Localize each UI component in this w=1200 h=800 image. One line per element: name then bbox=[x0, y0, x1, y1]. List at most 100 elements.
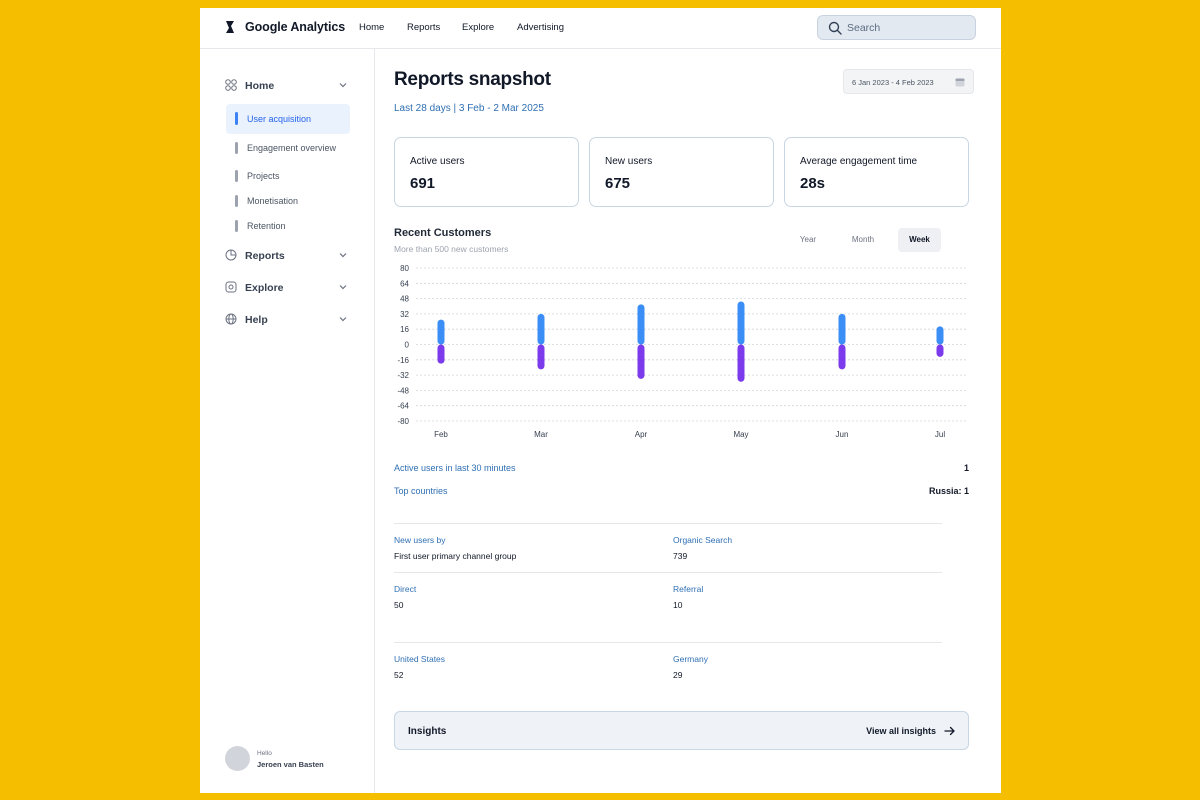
bar-negative[interactable] bbox=[437, 344, 445, 364]
divider bbox=[394, 523, 942, 524]
explore-icon bbox=[225, 281, 237, 293]
sidebar-item-label: Retention bbox=[247, 221, 286, 231]
item-indicator bbox=[235, 170, 238, 182]
stat-card-engagement-time[interactable]: Average engagement time 28s bbox=[784, 137, 969, 207]
insights-title: Insights bbox=[408, 726, 447, 737]
search-input[interactable] bbox=[847, 20, 969, 36]
bar-positive[interactable] bbox=[537, 313, 545, 345]
date-range-subtitle: Last 28 days | 3 Feb - 2 Mar 2025 bbox=[394, 103, 544, 114]
chevron-down-icon[interactable] bbox=[338, 282, 348, 292]
stat-card-active-users[interactable]: Active users 691 bbox=[394, 137, 579, 207]
x-tick-label: Jun bbox=[836, 430, 849, 439]
date-range-picker[interactable]: 6 Jan 2023 - 4 Feb 2023 bbox=[843, 69, 974, 94]
stat-label: Average engagement time bbox=[800, 156, 918, 167]
stat-card-new-users[interactable]: New users 675 bbox=[589, 137, 774, 207]
y-tick-label: 48 bbox=[400, 295, 409, 304]
bar-positive[interactable] bbox=[838, 313, 846, 345]
sidebar-item-user-acquisition[interactable]: User acquisition bbox=[226, 104, 350, 134]
sidebar-section-home[interactable]: Home bbox=[225, 77, 352, 95]
stat-value: 28s bbox=[800, 175, 826, 192]
active-indicator bbox=[235, 112, 238, 125]
avatar[interactable] bbox=[225, 746, 250, 771]
y-tick-label: -48 bbox=[397, 386, 409, 395]
sidebar-item-monetisation[interactable]: Monetisation bbox=[226, 190, 350, 212]
item-indicator bbox=[235, 142, 238, 154]
nav-explore[interactable]: Explore bbox=[462, 22, 495, 33]
country-germany-label[interactable]: Germany bbox=[673, 654, 708, 664]
x-tick-label: May bbox=[733, 430, 748, 439]
sidebar-item-label: Monetisation bbox=[247, 196, 299, 206]
referral-value: 10 bbox=[673, 600, 683, 610]
channel-group-label[interactable]: New users by bbox=[394, 535, 446, 545]
arrow-right-icon[interactable] bbox=[944, 725, 956, 737]
nav-home[interactable]: Home bbox=[359, 22, 385, 33]
pie-chart-icon bbox=[225, 249, 237, 261]
sidebar-section-label: Home bbox=[245, 80, 275, 92]
country-us-label[interactable]: United States bbox=[394, 654, 446, 664]
bar-positive[interactable] bbox=[936, 326, 944, 345]
direct-label[interactable]: Direct bbox=[394, 584, 417, 594]
sidebar-section-label: Reports bbox=[245, 250, 285, 262]
active-users-30min-value: 1 bbox=[963, 463, 969, 473]
view-all-insights-link[interactable]: View all insights bbox=[866, 726, 936, 736]
bar-negative[interactable] bbox=[637, 344, 645, 379]
chevron-down-icon[interactable] bbox=[338, 314, 348, 324]
sidebar-section-reports[interactable]: Reports bbox=[225, 247, 352, 265]
chart-title: Recent Customers bbox=[394, 227, 492, 239]
divider bbox=[394, 642, 942, 643]
x-tick-label: Mar bbox=[534, 430, 548, 439]
sidebar-item-label: Engagement overview bbox=[247, 143, 337, 153]
stat-value: 691 bbox=[410, 175, 436, 192]
stat-label: Active users bbox=[410, 156, 465, 167]
y-tick-label: 16 bbox=[400, 325, 409, 334]
nav-reports[interactable]: Reports bbox=[407, 22, 441, 33]
bar-positive[interactable] bbox=[437, 319, 445, 345]
user-name: Jeroen van Basten bbox=[257, 760, 324, 769]
sidebar-item-retention[interactable]: Retention bbox=[226, 215, 350, 237]
organic-search-label[interactable]: Organic Search bbox=[673, 535, 733, 545]
tab-week[interactable]: Week bbox=[898, 228, 941, 252]
active-users-30min-label[interactable]: Active users in last 30 minutes bbox=[394, 463, 516, 473]
bar-positive[interactable] bbox=[737, 301, 745, 345]
tab-year[interactable]: Year bbox=[799, 235, 817, 244]
chevron-down-icon[interactable] bbox=[338, 250, 348, 260]
bar-positive[interactable] bbox=[637, 304, 645, 345]
bar-negative[interactable] bbox=[537, 344, 545, 370]
sidebar-item-engagement-overview[interactable]: Engagement overview bbox=[226, 137, 350, 159]
sidebar-section-label: Explore bbox=[245, 282, 284, 294]
user-greeting: Hello bbox=[257, 750, 272, 757]
organic-search-value: 739 bbox=[673, 551, 688, 561]
top-countries-value: Russia: 1 bbox=[928, 486, 969, 496]
tab-month[interactable]: Month bbox=[851, 235, 875, 244]
bar-negative[interactable] bbox=[936, 344, 944, 357]
sidebar-section-label: Help bbox=[245, 314, 268, 326]
y-tick-label: -16 bbox=[397, 356, 409, 365]
bar-negative[interactable] bbox=[838, 344, 846, 370]
sidebar-section-help[interactable]: Help bbox=[225, 311, 352, 329]
stat-label: New users bbox=[605, 156, 653, 167]
top-bar: Google Analytics Home Reports Explore Ad… bbox=[200, 8, 1001, 49]
grid-icon bbox=[225, 79, 237, 91]
brand-name: Google Analytics bbox=[245, 20, 346, 34]
divider bbox=[394, 572, 942, 573]
referral-label[interactable]: Referral bbox=[673, 584, 704, 594]
sidebar-section-explore[interactable]: Explore bbox=[225, 279, 352, 297]
y-tick-label: 32 bbox=[400, 310, 409, 319]
y-tick-label: 80 bbox=[400, 264, 409, 273]
y-tick-label: 0 bbox=[405, 341, 410, 350]
recent-customers-chart: 80 64 48 32 16 0 -16 -32 -48 -64 -80 Feb Mar Apr May Ju… bbox=[397, 264, 966, 439]
country-germany-value: 29 bbox=[673, 670, 683, 680]
y-tick-label: -32 bbox=[397, 371, 409, 380]
sidebar-item-projects[interactable]: Projects bbox=[226, 165, 350, 187]
top-countries-label[interactable]: Top countries bbox=[394, 486, 448, 496]
sidebar-item-label: User acquisition bbox=[247, 114, 312, 124]
nav-advertising[interactable]: Advertising bbox=[517, 22, 564, 33]
page-title: Reports snapshot bbox=[394, 69, 551, 90]
search-box[interactable] bbox=[817, 15, 976, 40]
date-range-text: 6 Jan 2023 - 4 Feb 2023 bbox=[852, 78, 934, 87]
bar-negative[interactable] bbox=[737, 344, 745, 382]
chart-subtitle: More than 500 new customers bbox=[394, 244, 509, 254]
main-content: Reports snapshot Last 28 days | 3 Feb - … bbox=[376, 49, 1001, 793]
logo-icon bbox=[226, 21, 234, 33]
chevron-down-icon[interactable] bbox=[338, 80, 348, 90]
